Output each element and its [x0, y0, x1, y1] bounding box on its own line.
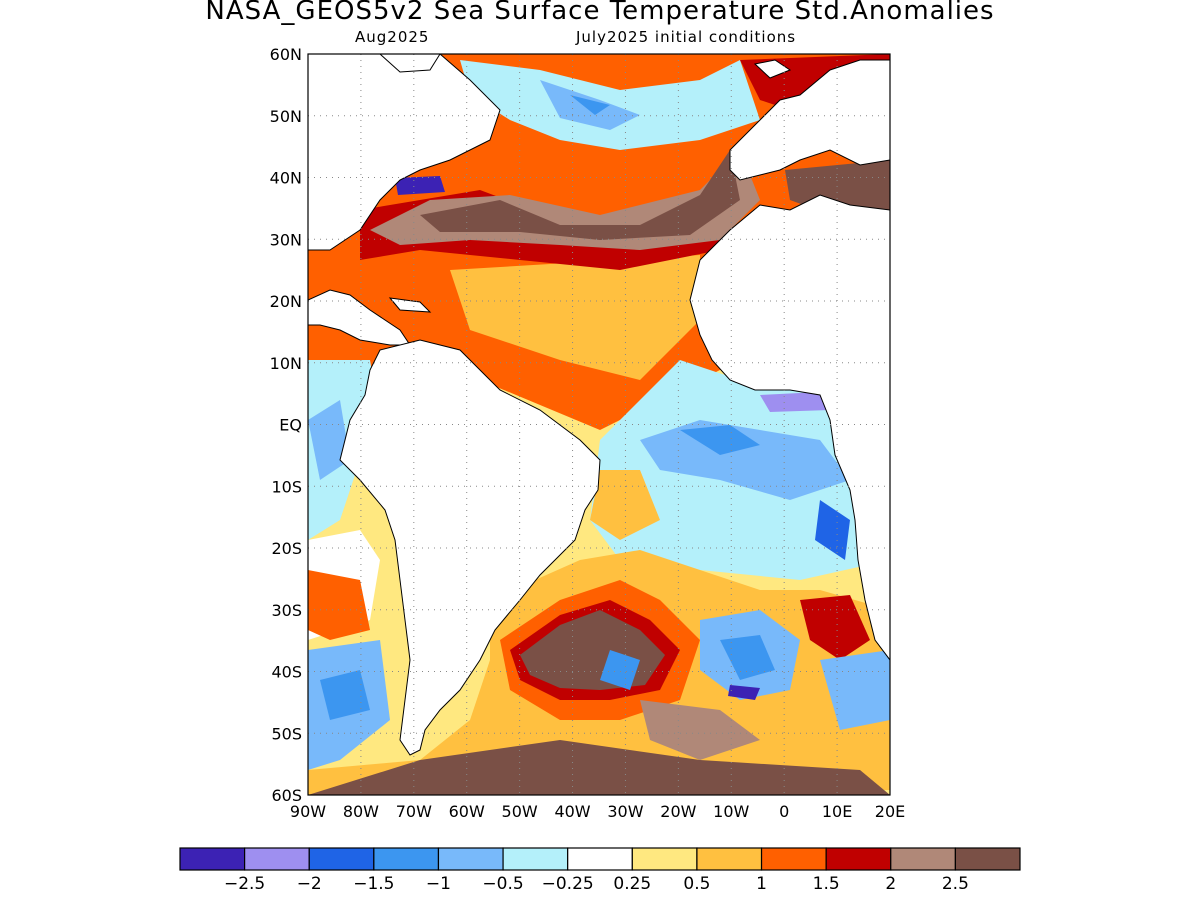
latitude-label: EQ	[279, 416, 302, 435]
map-title: NASA_GEOS5v2 Sea Surface Temperature Std…	[205, 0, 995, 26]
longitude-label: 50W	[502, 802, 538, 821]
latitude-label: 20S	[271, 539, 302, 558]
longitude-label: 10W	[713, 802, 749, 821]
colorbar-tick-label: 2	[885, 874, 896, 894]
anomaly-field	[308, 54, 890, 795]
colorbar-swatch	[373, 847, 440, 871]
colorbar-swatch	[696, 847, 763, 871]
colorbar-tick-label: −2.5	[224, 874, 265, 894]
latitude-labels: 60N 50N 40N 30N 20N 10N EQ 10S 20S 30S 40S 50S 60S	[270, 45, 302, 805]
colorbar-tick-label: −1	[426, 874, 451, 894]
longitude-label: 70W	[396, 802, 432, 821]
latitude-label: 60N	[270, 45, 302, 64]
latitude-label: 10N	[270, 354, 302, 373]
colorbar-swatch	[954, 847, 1021, 871]
colorbar	[179, 847, 1021, 871]
colorbar-swatch	[825, 847, 892, 871]
longitude-label: 80W	[343, 802, 379, 821]
colorbar-swatch	[244, 847, 310, 871]
colorbar-tick-label: 1	[756, 874, 767, 894]
latitude-label: 10S	[271, 477, 302, 496]
colorbar-swatch	[890, 847, 956, 871]
longitude-labels: 90W 80W 70W 60W 50W 40W 30W 20W 10W 0 10E 20E	[290, 802, 905, 821]
colorbar-swatch	[308, 847, 375, 871]
latitude-label: 50N	[270, 107, 302, 126]
longitude-label: 20W	[660, 802, 696, 821]
colorbar-swatch	[502, 847, 569, 871]
colorbar-tick-label: 2.5	[942, 874, 969, 894]
colorbar-swatch	[437, 847, 504, 871]
colorbar-tick-label: 0.25	[613, 874, 651, 894]
longitude-label: 20E	[875, 802, 905, 821]
colorbar-tick-label: 0.5	[683, 874, 710, 894]
colorbar-swatch	[179, 847, 246, 871]
map-frame	[307, 53, 891, 796]
latitude-label: 30N	[270, 230, 302, 249]
colorbar-tick-label: −0.25	[542, 874, 594, 894]
latitude-label: 60S	[271, 786, 302, 805]
longitude-label: 0	[779, 802, 789, 821]
latitude-label: 20N	[270, 292, 302, 311]
forecast-month: Aug2025	[355, 28, 430, 46]
colorbar-swatch	[567, 847, 633, 871]
longitude-label: 10E	[822, 802, 852, 821]
latitude-label: 40N	[270, 169, 302, 188]
colorbar-tick-label: −2	[297, 874, 322, 894]
latitude-label: 30S	[271, 601, 302, 620]
longitude-label: 30W	[607, 802, 643, 821]
colorbar-tick-label: −1.5	[353, 874, 394, 894]
initial-conditions-label: July2025 initial conditions	[576, 28, 797, 46]
colorbar-swatch	[631, 847, 698, 871]
colorbar-swatch	[760, 847, 827, 871]
colorbar-labels: −2.5 −2 −1.5 −1 −0.5 −0.25 0.25 0.5 1 1.5 2 2.5	[224, 874, 969, 894]
map-gridlines	[308, 54, 890, 795]
longitude-label: 40W	[554, 802, 590, 821]
colorbar-tick-label: −0.5	[482, 874, 523, 894]
colorbar-tick-label: 1.5	[813, 874, 840, 894]
longitude-label: 60W	[449, 802, 485, 821]
latitude-label: 40S	[271, 663, 302, 682]
latitude-label: 50S	[271, 724, 302, 743]
longitude-label: 90W	[290, 802, 326, 821]
